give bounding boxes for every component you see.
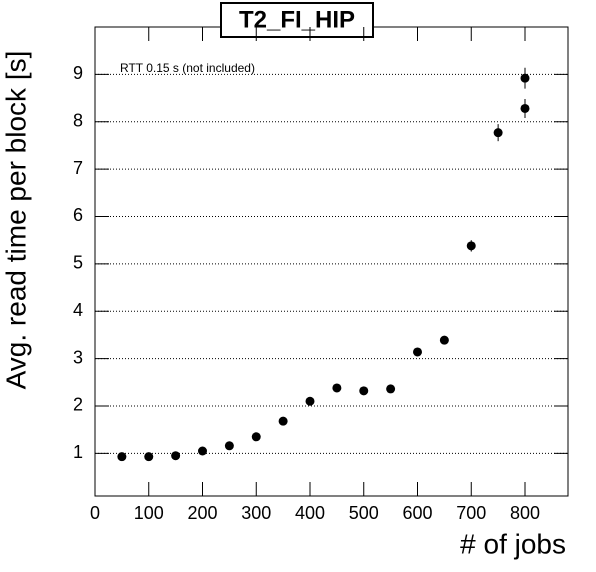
data-point <box>332 383 342 393</box>
y-tick-label: 7 <box>73 158 83 178</box>
data-point <box>359 386 369 396</box>
data-point <box>117 452 127 462</box>
y-axis-label: Avg. read time per block [s] <box>0 51 31 390</box>
x-tick-label: 600 <box>402 503 432 523</box>
x-tick-label: 300 <box>241 503 271 523</box>
data-point <box>413 347 422 357</box>
data-point <box>224 441 234 451</box>
x-tick-label: 800 <box>510 503 540 523</box>
x-tick-label: 400 <box>295 503 325 523</box>
chart-title: T2_FI_HIP <box>239 6 355 33</box>
y-tick-label: 9 <box>73 63 83 83</box>
data-point <box>305 396 315 406</box>
y-tick-label: 3 <box>73 347 83 367</box>
x-tick-label: 200 <box>187 503 217 523</box>
x-tick-label: 0 <box>90 503 100 523</box>
x-tick-label: 700 <box>456 503 486 523</box>
x-axis-label: # of jobs <box>460 528 566 559</box>
data-point <box>493 128 503 138</box>
data-point <box>439 335 449 345</box>
y-tick-label: 4 <box>73 300 83 320</box>
data-point <box>198 446 207 456</box>
x-tick-label: 500 <box>349 503 379 523</box>
data-point <box>520 103 530 113</box>
annotation: RTT 0.15 s (not included) <box>120 61 255 75</box>
data-point <box>171 451 181 461</box>
data-point <box>386 384 396 394</box>
data-point <box>466 241 476 251</box>
data-point <box>520 73 530 83</box>
data-point <box>278 416 288 426</box>
y-tick-label: 5 <box>73 253 83 273</box>
y-tick-label: 8 <box>73 110 83 130</box>
title-box <box>220 2 374 38</box>
y-tick-label: 2 <box>73 395 83 415</box>
y-tick-label: 1 <box>73 442 83 462</box>
data-point <box>251 432 261 442</box>
data-point <box>144 452 154 462</box>
y-tick-label: 6 <box>73 205 83 225</box>
x-tick-label: 100 <box>134 503 164 523</box>
